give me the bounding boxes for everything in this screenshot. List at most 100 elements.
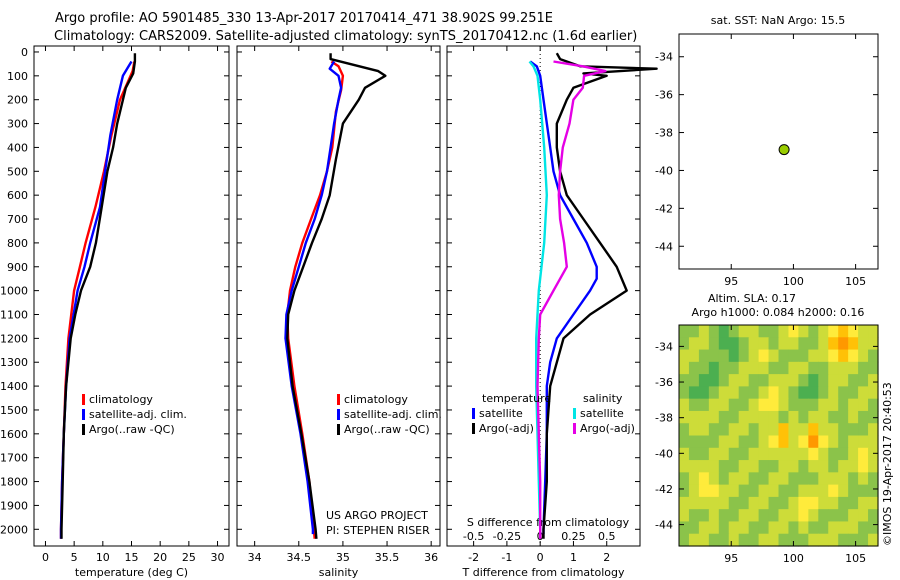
heatmap-cell bbox=[708, 325, 720, 338]
heatmap-cell bbox=[758, 423, 770, 437]
depth-tick-label: 900 bbox=[7, 261, 28, 274]
heatmap-cell bbox=[848, 460, 859, 473]
heatmap-cell bbox=[708, 423, 720, 437]
heatmap-cell bbox=[698, 410, 710, 424]
heatmap-cell bbox=[808, 410, 819, 424]
heatmap-cell bbox=[728, 349, 740, 363]
heatmap-cell bbox=[688, 386, 700, 400]
heatmap-cell bbox=[718, 337, 730, 351]
heatmap-cell bbox=[868, 386, 879, 400]
difference-series-salinity-argo bbox=[536, 60, 607, 539]
heatmap-cell bbox=[768, 472, 780, 486]
heatmap-cell bbox=[798, 509, 809, 523]
heatmap-cell bbox=[808, 423, 819, 437]
heatmap-cell bbox=[768, 374, 780, 387]
heatmap-cell bbox=[838, 423, 849, 437]
heatmap-cell bbox=[838, 435, 849, 449]
salinity-xtick-label: 34.5 bbox=[287, 551, 312, 564]
heatmap-cell bbox=[868, 435, 879, 449]
legend-heading-salinity: salinity bbox=[583, 392, 623, 405]
heatmap-cell bbox=[778, 386, 790, 400]
heatmap-cell bbox=[788, 533, 799, 547]
heatmap-cell bbox=[768, 410, 780, 424]
heatmap-cell bbox=[708, 386, 720, 400]
heatmap-cell bbox=[868, 374, 879, 387]
depth-tick-label: 500 bbox=[7, 165, 28, 178]
heatmap-cell bbox=[758, 410, 770, 424]
heatmap-cell bbox=[679, 509, 690, 523]
depth-tick-label: 2000 bbox=[0, 523, 28, 536]
heatmap-cell bbox=[679, 386, 690, 400]
heatmap-cell bbox=[728, 509, 740, 523]
legend-label: climatology bbox=[89, 393, 153, 406]
imos-credit: ©IMOS 19-Apr-2017 20:40:53 bbox=[881, 382, 894, 546]
legend-label: satellite-adj. clim. bbox=[89, 408, 187, 421]
location-ytick-label: -38 bbox=[655, 127, 673, 140]
heatmap-cell bbox=[848, 496, 859, 510]
depth-tick-label: 100 bbox=[7, 70, 28, 83]
heatmap-cell bbox=[828, 337, 839, 351]
location-ytick-label: -36 bbox=[655, 89, 673, 102]
heatmap-cell bbox=[848, 435, 859, 449]
location-xtick-label: 105 bbox=[845, 275, 866, 288]
heatmap-cell bbox=[768, 386, 780, 400]
heatmap-cell bbox=[868, 337, 879, 351]
heatmap-cell bbox=[758, 460, 770, 473]
heatmap-cell bbox=[688, 410, 700, 424]
heatmap-cell bbox=[858, 398, 869, 412]
location-map-panel: sat. SST: NaN Argo: 15.5 95 100 105 -34 -36 -3… bbox=[655, 14, 879, 288]
heatmap-cell bbox=[738, 472, 750, 486]
heatmap-cell bbox=[679, 374, 690, 387]
depth-tick-label: 1400 bbox=[0, 380, 28, 393]
heatmap-cell bbox=[788, 447, 799, 461]
heatmap-cell bbox=[718, 410, 730, 424]
heatmap-cell bbox=[728, 337, 740, 351]
heatmap-cell bbox=[788, 349, 799, 363]
location-ytick-label: -42 bbox=[655, 202, 673, 215]
heatmap-cell bbox=[858, 447, 869, 461]
heatmap-cell bbox=[738, 496, 750, 510]
depth-tick-label: 1300 bbox=[0, 356, 28, 369]
heatmap-cell bbox=[788, 386, 799, 400]
heatmap-cell bbox=[868, 509, 879, 523]
heatmap-cell bbox=[828, 447, 839, 461]
altimetry-xtick-label: 105 bbox=[845, 552, 866, 565]
heatmap-cell bbox=[808, 533, 819, 547]
temperature-xtick-label: 25 bbox=[182, 551, 196, 564]
location-xtick-label: 100 bbox=[783, 275, 804, 288]
legend-swatch bbox=[472, 408, 475, 419]
altimetry-frame bbox=[678, 324, 879, 547]
legend-label: Argo(..raw -QC) bbox=[344, 423, 430, 436]
altimetry-ytick-label: -34 bbox=[655, 340, 673, 353]
heatmap-cell bbox=[788, 398, 799, 412]
legend-heading-temperature: temperature bbox=[482, 392, 551, 405]
heatmap-cell bbox=[848, 521, 859, 535]
heatmap-cell bbox=[838, 533, 849, 547]
temperature-series-climatology bbox=[59, 61, 136, 539]
heatmap-cell bbox=[858, 325, 869, 338]
legend-swatch bbox=[82, 394, 85, 405]
heatmap-cell bbox=[688, 484, 700, 498]
altimetry-ytick-label: -36 bbox=[655, 376, 673, 389]
location-ytick-label: -34 bbox=[655, 51, 673, 64]
heatmap-cell bbox=[679, 472, 690, 486]
heatmap-cell bbox=[838, 496, 849, 510]
heatmap-cell bbox=[758, 325, 770, 338]
heatmap-cell bbox=[758, 533, 770, 547]
heatmap-cell bbox=[838, 472, 849, 486]
heatmap-cell bbox=[868, 423, 879, 437]
heatmap-cell bbox=[798, 410, 809, 424]
salinity-xtick-label: 36 bbox=[424, 551, 438, 564]
difference-xtick-label: -2 bbox=[468, 551, 479, 564]
heatmap-cell bbox=[728, 533, 740, 547]
difference-xtick-label: 2 bbox=[603, 551, 610, 564]
heatmap-cell bbox=[778, 533, 790, 547]
heatmap-cell bbox=[838, 410, 849, 424]
depth-tick-label: 700 bbox=[7, 213, 28, 226]
heatmap-cell bbox=[768, 460, 780, 473]
heatmap-cell bbox=[858, 435, 869, 449]
altimetry-xtick-label: 100 bbox=[783, 552, 804, 565]
heatmap-cell bbox=[688, 349, 700, 363]
heatmap-cell bbox=[818, 496, 829, 510]
